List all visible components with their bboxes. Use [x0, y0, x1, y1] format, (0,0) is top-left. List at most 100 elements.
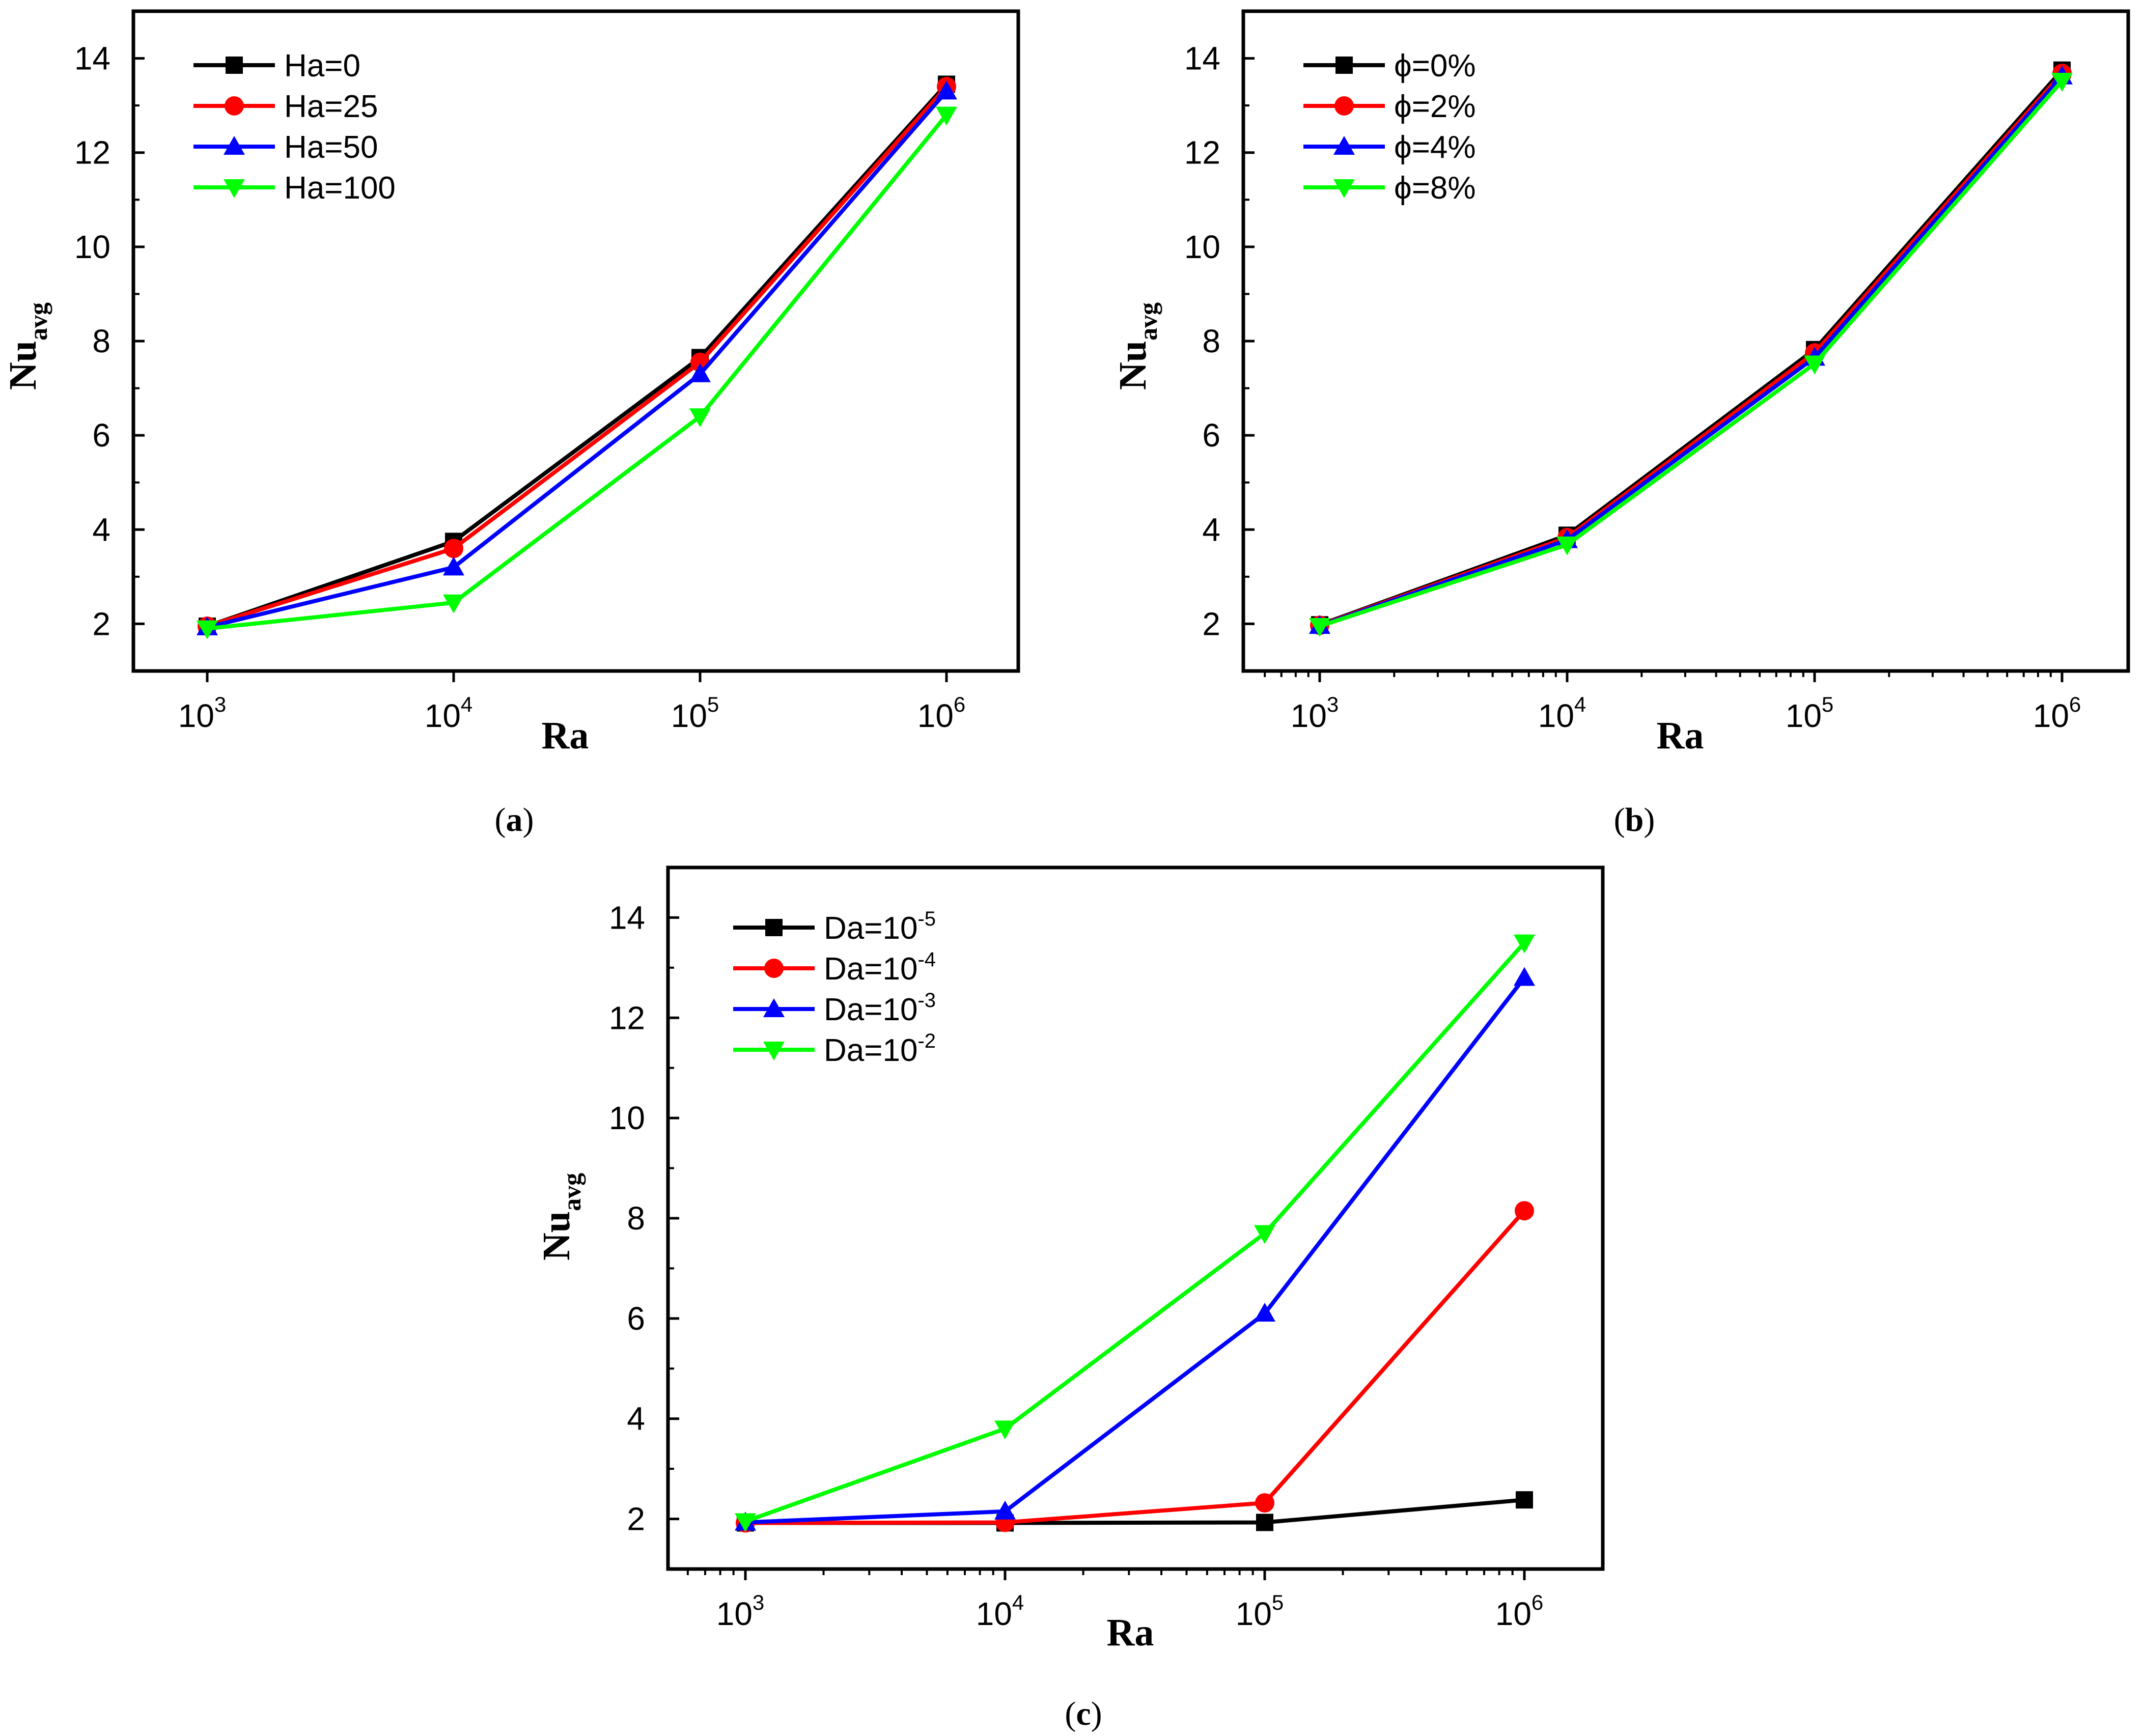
legend-marker [224, 136, 245, 155]
series-line-4 [207, 114, 949, 631]
y-tick-label: 4 [1202, 511, 1220, 548]
y-tick-label: 4 [92, 511, 110, 548]
legend-label: Da=10-4 [824, 948, 936, 987]
data-point [1255, 1493, 1274, 1513]
legend-label: ϕ=8% [1394, 171, 1476, 206]
y-tick-label: 6 [627, 1300, 645, 1337]
x-tick-label: 105 [1786, 692, 1834, 734]
x-tick-label: 104 [976, 1590, 1024, 1632]
series-line-2 [206, 85, 948, 628]
plot-frame [666, 865, 1605, 1571]
y-axis-title: Nuavg [1111, 302, 1162, 390]
data-point [1804, 355, 1825, 375]
legend-label: Da=10-5 [824, 908, 936, 946]
legend-label: Ha=25 [284, 89, 378, 124]
x-axis-title: Ra [1657, 714, 1704, 757]
data-point [994, 1420, 1016, 1440]
chart-panel-a: 2 4 6 8 10 12 14 103 104 105 106 Ha=0 Ha=25 Ha=50 Ha=1… [2, 9, 1020, 838]
legend-label: Ha=50 [284, 130, 378, 165]
data-point [689, 363, 711, 382]
chart-panel-b: 2 4 6 8 10 12 14 103 104 105 106 ϕ=0% ϕ=2% ϕ=4% ϕ=8% Ra… [1111, 9, 2130, 838]
y-tick-label: 8 [627, 1200, 645, 1237]
x-tick-label: 105 [671, 692, 719, 734]
y-tick-label: 8 [1202, 323, 1220, 359]
x-tick-label: 105 [1236, 1590, 1284, 1632]
data-point [1514, 934, 1535, 954]
y-axis-title: Nuavg [2, 302, 52, 390]
legend-marker [1333, 136, 1355, 155]
y-tick-label: 8 [92, 323, 110, 359]
series-line-1 [206, 82, 948, 628]
y-tick-label: 10 [609, 1100, 645, 1136]
legend-label: ϕ=2% [1394, 89, 1476, 124]
legend-marker [1335, 57, 1353, 74]
y-axis-title: Nuavg [535, 1173, 586, 1261]
legend-label: Ha=100 [284, 171, 396, 206]
legend-label: ϕ=0% [1394, 48, 1476, 83]
series-line-3 [207, 90, 949, 629]
data-point [936, 80, 957, 100]
x-tick-label: 104 [1538, 692, 1586, 734]
legend-label: Da=10-3 [824, 989, 936, 1027]
x-tick-label: 103 [716, 1590, 765, 1632]
data-point [689, 408, 711, 428]
x-tick-label: 103 [178, 692, 227, 734]
x-tick-label: 106 [1495, 1590, 1544, 1632]
y-tick-label: 10 [74, 229, 110, 265]
x-tick-label: 104 [425, 692, 473, 734]
x-axis-title: Ra [1107, 1611, 1154, 1654]
y-tick-label: 2 [92, 605, 110, 642]
series-line-2 [745, 1209, 1526, 1525]
legend-marker [1333, 179, 1355, 198]
legend-marker [224, 179, 245, 198]
data-point [994, 1500, 1016, 1520]
y-tick-label: 2 [627, 1501, 645, 1537]
legend-marker [1334, 96, 1354, 116]
series-line-4 [744, 941, 1526, 1524]
legend-label: Da=10-2 [824, 1030, 936, 1068]
legend-marker [764, 959, 784, 978]
legend-marker [763, 1042, 785, 1060]
data-point [1515, 1201, 1534, 1221]
data-point [1256, 1514, 1273, 1531]
data-point [1516, 1491, 1533, 1509]
data-point [2051, 73, 2073, 92]
series-line-3 [745, 976, 1526, 1525]
y-tick-label: 14 [1184, 40, 1220, 77]
plot-frame [1241, 9, 2130, 673]
y-tick-label: 2 [1202, 605, 1220, 642]
legend-marker [226, 57, 243, 74]
x-axis-title: Ra [542, 714, 589, 757]
data-point [197, 620, 218, 639]
panel-caption: (c) [1065, 1695, 1102, 1732]
y-tick-label: 6 [92, 417, 110, 454]
legend-label: Ha=0 [284, 48, 360, 83]
x-tick-label: 103 [1291, 692, 1339, 734]
y-tick-label: 12 [74, 134, 110, 171]
panel-caption: (a) [495, 801, 534, 838]
data-point [443, 556, 464, 576]
series-line-4 [1319, 79, 2064, 628]
y-tick-label: 12 [609, 999, 645, 1036]
legend-marker [765, 919, 783, 936]
y-tick-label: 10 [1184, 229, 1220, 265]
y-tick-label: 12 [1184, 134, 1220, 171]
legend-marker [225, 96, 244, 116]
data-point [1254, 1303, 1275, 1322]
y-tick-label: 14 [74, 40, 110, 77]
data-point [936, 106, 957, 126]
panel-caption: (b) [1614, 801, 1655, 838]
data-point [1309, 618, 1330, 637]
x-tick-label: 106 [2033, 692, 2081, 734]
legend-label: ϕ=4% [1394, 130, 1476, 165]
plot-frame [131, 9, 1020, 673]
data-point [444, 539, 463, 558]
data-point [1556, 536, 1578, 555]
data-point [1514, 967, 1535, 986]
y-tick-label: 14 [609, 899, 645, 936]
data-point [1254, 1225, 1275, 1244]
legend-marker [763, 998, 785, 1017]
series-line-3 [1319, 75, 2064, 628]
